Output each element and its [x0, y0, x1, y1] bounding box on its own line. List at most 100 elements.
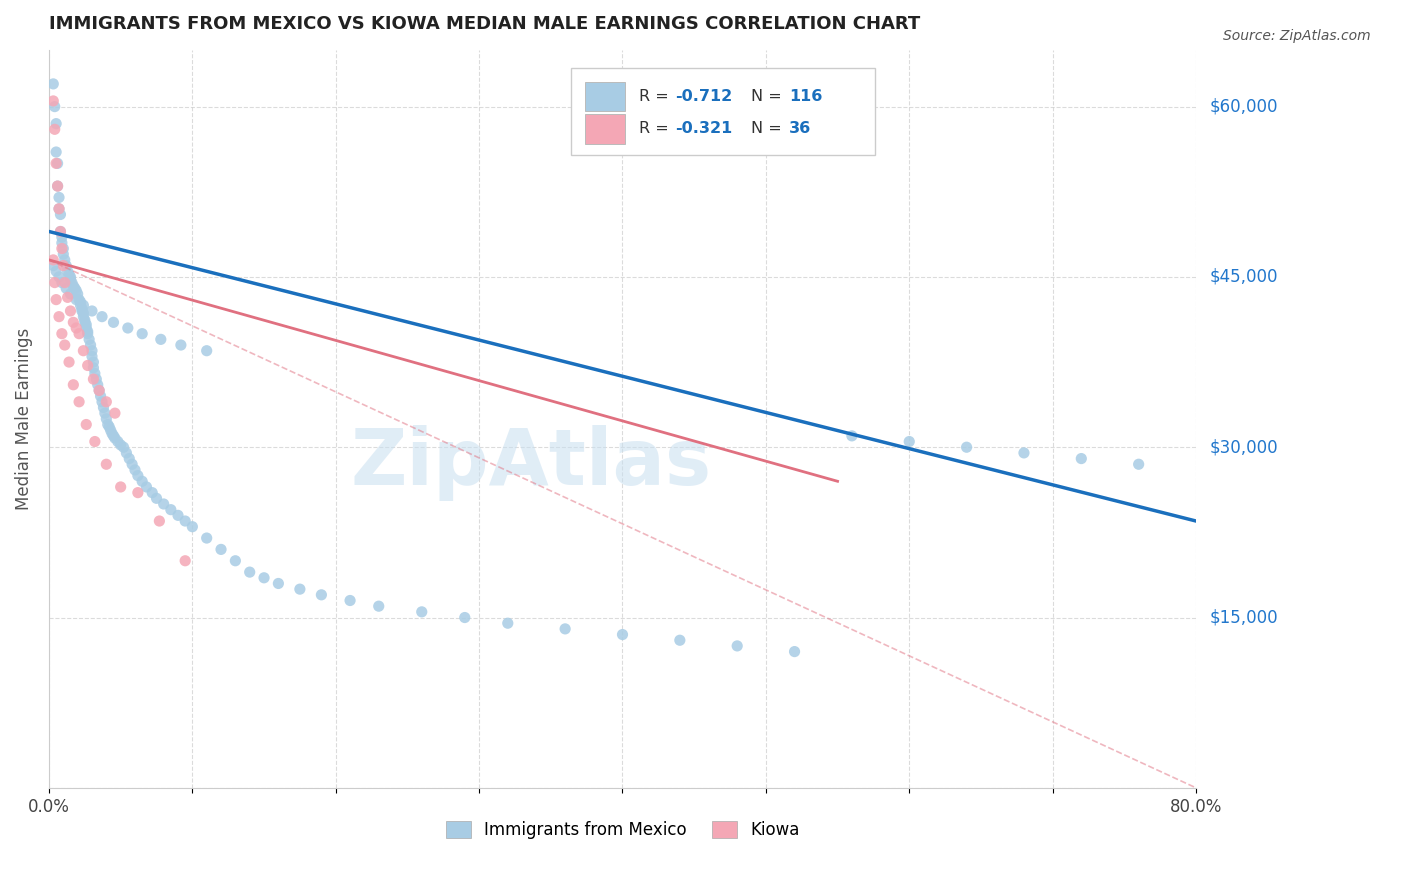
- Point: [239, 565, 262, 579]
- Point: [69, 298, 91, 312]
- Point: [52, 242, 75, 256]
- Point: [104, 431, 127, 445]
- Point: [209, 542, 232, 557]
- FancyBboxPatch shape: [571, 69, 875, 155]
- Point: [91, 394, 114, 409]
- Point: [42, 259, 65, 273]
- Point: [48, 202, 70, 216]
- Point: [42, 77, 65, 91]
- Point: [63, 281, 86, 295]
- Point: [73, 313, 96, 327]
- Point: [51, 276, 73, 290]
- Point: [44, 100, 66, 114]
- Point: [1012, 446, 1035, 460]
- Point: [45, 156, 67, 170]
- Point: [100, 423, 122, 437]
- Point: [44, 276, 66, 290]
- Point: [76, 325, 98, 339]
- Point: [110, 438, 132, 452]
- Point: [288, 582, 311, 596]
- Point: [311, 588, 333, 602]
- Point: [80, 343, 103, 358]
- Point: [59, 304, 82, 318]
- Point: [45, 117, 67, 131]
- Point: [170, 338, 193, 352]
- Point: [48, 202, 70, 216]
- Point: [174, 514, 197, 528]
- Point: [48, 190, 70, 204]
- Legend: Immigrants from Mexico, Kiowa: Immigrants from Mexico, Kiowa: [439, 814, 806, 846]
- Point: [51, 230, 73, 244]
- Y-axis label: Median Male Earnings: Median Male Earnings: [15, 327, 32, 510]
- Point: [76, 326, 98, 341]
- Point: [195, 531, 218, 545]
- Text: Source: ZipAtlas.com: Source: ZipAtlas.com: [1223, 29, 1371, 44]
- Point: [82, 360, 104, 375]
- Point: [82, 355, 104, 369]
- Point: [60, 276, 83, 290]
- Text: $15,000: $15,000: [1211, 608, 1278, 626]
- Point: [62, 279, 84, 293]
- Point: [70, 301, 93, 316]
- Point: [955, 440, 977, 454]
- Point: [59, 269, 82, 284]
- Point: [77, 332, 100, 346]
- Point: [42, 252, 65, 267]
- Point: [367, 599, 389, 614]
- Point: [66, 287, 89, 301]
- Point: [112, 440, 135, 454]
- Point: [75, 417, 97, 432]
- Point: [46, 156, 69, 170]
- Point: [46, 179, 69, 194]
- Point: [101, 426, 124, 441]
- Text: N =: N =: [751, 89, 787, 103]
- Point: [612, 627, 634, 641]
- Point: [96, 457, 118, 471]
- Point: [79, 338, 101, 352]
- Point: [51, 326, 73, 341]
- FancyBboxPatch shape: [585, 114, 624, 144]
- Point: [75, 321, 97, 335]
- Point: [124, 463, 146, 477]
- Point: [67, 293, 90, 307]
- Text: R =: R =: [638, 121, 673, 136]
- Text: -0.321: -0.321: [675, 121, 733, 136]
- Point: [51, 235, 73, 250]
- Point: [53, 252, 76, 267]
- Point: [107, 434, 129, 449]
- Point: [72, 343, 94, 358]
- Point: [89, 384, 111, 398]
- Point: [67, 326, 90, 341]
- Point: [49, 225, 72, 239]
- Point: [898, 434, 921, 449]
- Point: [93, 401, 115, 415]
- Point: [69, 294, 91, 309]
- Text: 36: 36: [789, 121, 811, 136]
- Point: [58, 268, 80, 282]
- Point: [45, 264, 67, 278]
- Point: [174, 554, 197, 568]
- Point: [725, 639, 748, 653]
- Point: [80, 350, 103, 364]
- Point: [62, 315, 84, 329]
- Point: [195, 343, 218, 358]
- Point: [783, 644, 806, 658]
- Point: [141, 485, 163, 500]
- Point: [62, 377, 84, 392]
- Point: [554, 622, 576, 636]
- Point: [267, 576, 290, 591]
- Point: [127, 485, 149, 500]
- Point: [76, 359, 98, 373]
- Point: [89, 384, 111, 398]
- Point: [135, 480, 157, 494]
- Point: [49, 207, 72, 221]
- Point: [72, 306, 94, 320]
- Point: [121, 457, 143, 471]
- Point: [148, 514, 170, 528]
- Point: [51, 242, 73, 256]
- Point: [83, 434, 105, 449]
- Point: [103, 429, 125, 443]
- Point: [45, 293, 67, 307]
- Point: [496, 616, 519, 631]
- Point: [96, 394, 118, 409]
